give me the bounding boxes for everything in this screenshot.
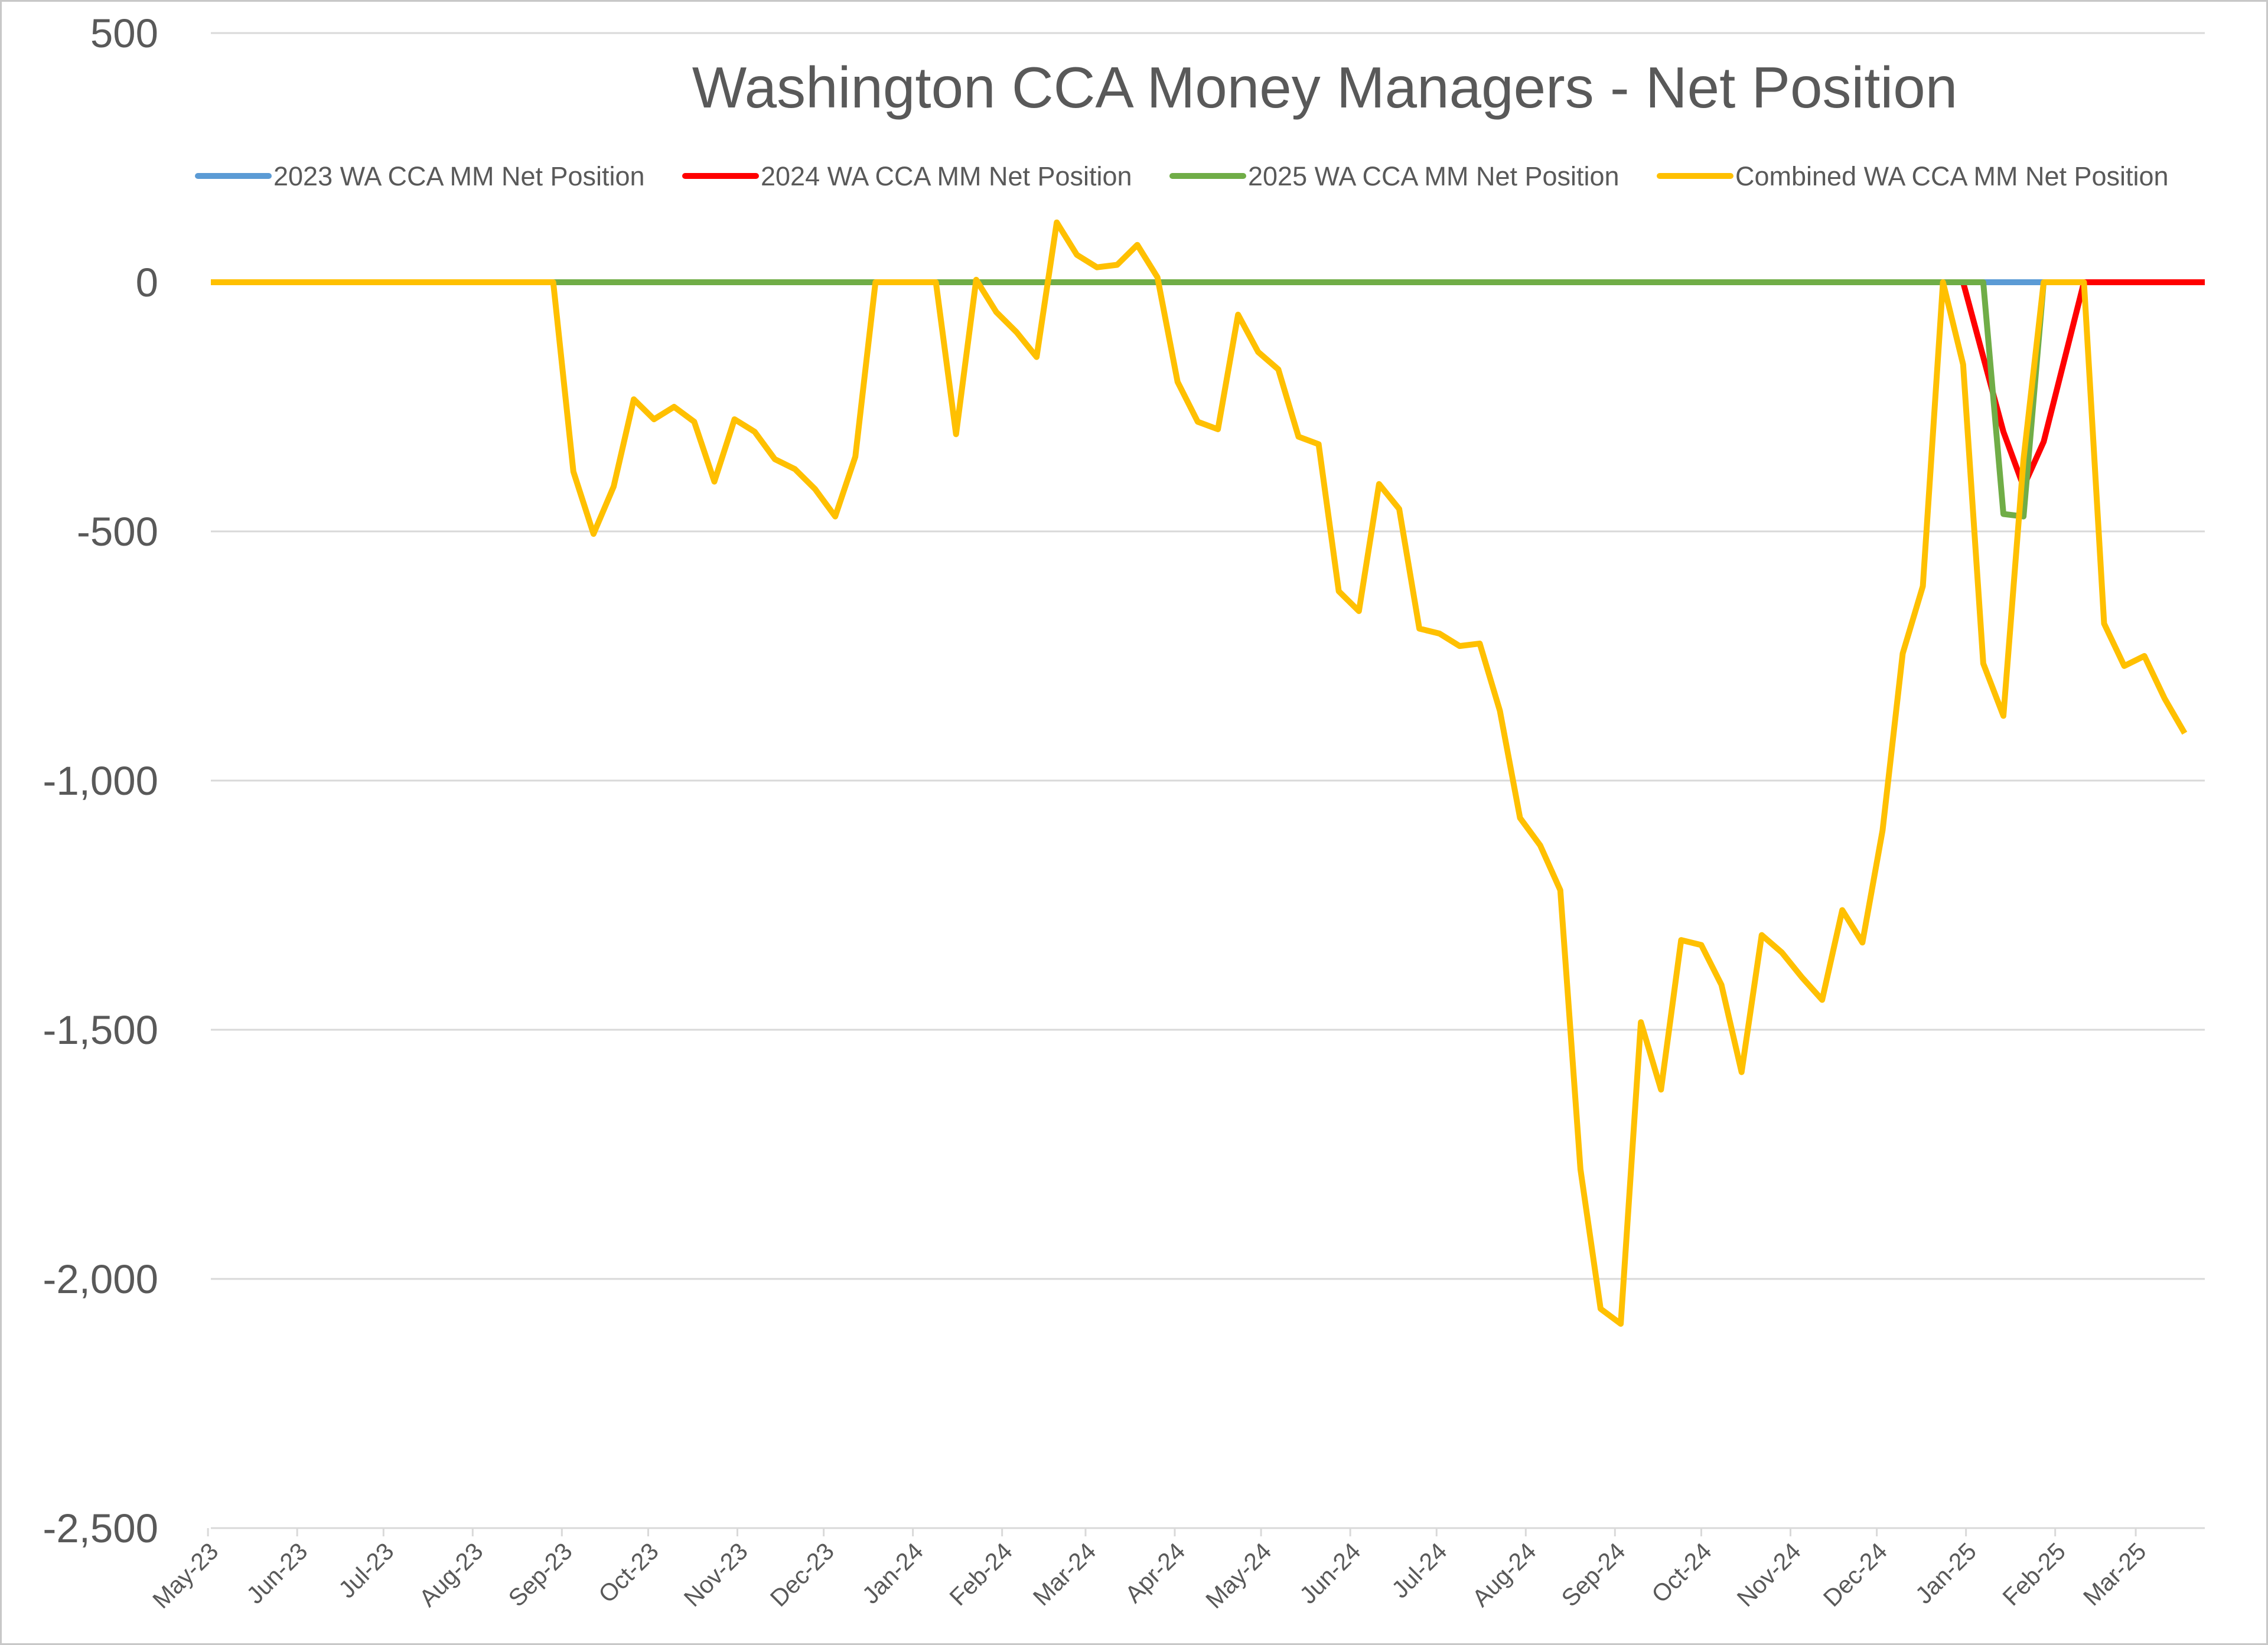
x-tick-label: Feb-24 [944, 1538, 1018, 1611]
x-tick-label: May-23 [147, 1538, 223, 1614]
x-tick-label: Mar-24 [1028, 1538, 1101, 1611]
x-axis [207, 1527, 2205, 1536]
y-tick-label: -500 [77, 509, 158, 554]
chart-title: Washington CCA Money Managers - Net Posi… [692, 55, 1957, 120]
y-tick-label: -1,000 [43, 758, 158, 804]
legend-label: Combined WA CCA MM Net Position [1735, 161, 2169, 191]
series-lines [211, 219, 2205, 1327]
x-tick-label: Jan-25 [1910, 1538, 1982, 1609]
x-tick-label: Jun-24 [1294, 1538, 1366, 1609]
x-tick-label: Oct-24 [1646, 1538, 1717, 1608]
x-tick-label: Feb-25 [1997, 1538, 2071, 1611]
x-tick-label: Oct-23 [593, 1538, 664, 1608]
y-tick-label: 500 [90, 11, 158, 56]
x-axis-tick-labels: May-23 Jun-23 Jul-23 Aug-23 Sep-23 Oct-23 Nov-… [147, 1538, 2151, 1614]
y-axis-tick-labels: 500 0 -500 -1,000 -1,500 -2,000 -2,500 [43, 11, 158, 1551]
x-tick-label: Mar-25 [2078, 1538, 2151, 1611]
x-tick-label: Aug-24 [1467, 1538, 1542, 1612]
x-tick-label: Dec-24 [1818, 1538, 1892, 1612]
legend: 2023 WA CCA MM Net Position 2024 WA CCA M… [195, 161, 2169, 191]
x-tick-label: Aug-23 [414, 1538, 488, 1612]
series-2025-line [211, 279, 2064, 520]
x-tick-label: Jul-23 [333, 1538, 399, 1603]
y-tick-label: -2,000 [43, 1256, 158, 1302]
x-tick-label: Apr-24 [1120, 1538, 1191, 1608]
legend-label: 2023 WA CCA MM Net Position [273, 161, 645, 191]
x-tick-label: Dec-23 [765, 1538, 839, 1612]
gridlines [211, 32, 2205, 1529]
x-tick-label: Sep-24 [1556, 1538, 1631, 1612]
series-2024-line [1960, 279, 2205, 489]
x-tick-label: Nov-24 [1732, 1538, 1806, 1612]
y-tick-label: -1,500 [43, 1007, 158, 1053]
legend-label: 2024 WA CCA MM Net Position [761, 161, 1132, 191]
y-tick-label: -2,500 [43, 1506, 158, 1551]
x-tick-label: Jan-24 [857, 1538, 928, 1609]
x-tick-label: May-24 [1200, 1538, 1276, 1614]
x-tick-label: Jul-24 [1386, 1538, 1452, 1603]
series-combined-line [211, 219, 2188, 1327]
x-tick-label: Sep-23 [503, 1538, 578, 1612]
x-tick-label: Jun-23 [241, 1538, 312, 1609]
legend-label: 2025 WA CCA MM Net Position [1248, 161, 1619, 191]
x-tick-label: Nov-23 [679, 1538, 753, 1612]
y-tick-label: 0 [136, 260, 158, 305]
